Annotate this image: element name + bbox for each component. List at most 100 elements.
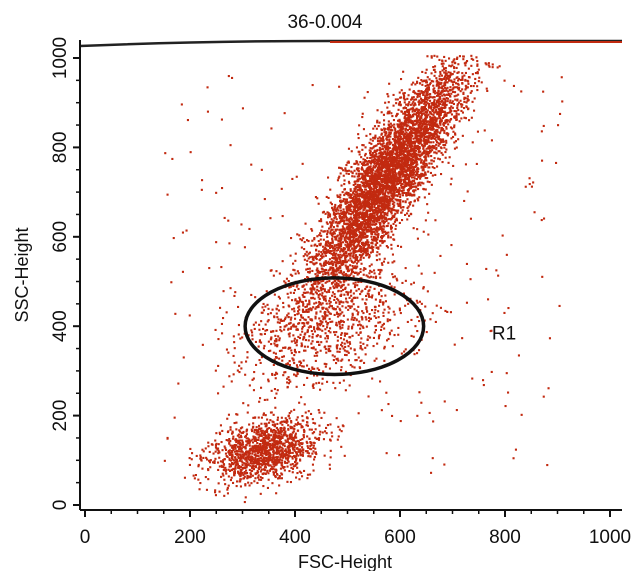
data-point — [368, 254, 371, 257]
data-point — [396, 167, 399, 170]
data-point — [405, 125, 408, 128]
data-point — [374, 187, 377, 190]
data-point — [386, 195, 389, 198]
data-point — [388, 198, 391, 201]
data-point — [422, 122, 425, 125]
data-point — [378, 146, 381, 149]
data-point — [413, 165, 416, 168]
data-point — [372, 127, 375, 130]
data-point — [354, 200, 357, 203]
data-point — [389, 179, 392, 182]
data-point — [367, 197, 370, 200]
data-point — [335, 218, 338, 221]
data-point — [348, 169, 351, 172]
data-point — [340, 245, 343, 248]
data-point — [312, 296, 315, 299]
data-point — [354, 207, 357, 210]
data-point — [453, 147, 456, 150]
data-point — [317, 202, 320, 205]
data-point — [319, 238, 322, 241]
data-point — [358, 184, 361, 187]
data-point — [329, 287, 332, 290]
data-point — [380, 132, 383, 135]
data-point — [418, 196, 421, 199]
data-point — [299, 298, 302, 301]
data-point — [412, 155, 415, 158]
data-point — [382, 221, 385, 224]
data-point — [394, 143, 397, 146]
data-point — [385, 199, 388, 202]
data-point — [397, 198, 400, 201]
data-point — [409, 121, 412, 124]
data-point — [450, 118, 453, 121]
data-point — [390, 112, 393, 115]
data-point — [317, 240, 320, 243]
data-point — [410, 183, 413, 186]
data-point — [411, 158, 414, 161]
data-point — [371, 208, 374, 211]
data-point — [354, 204, 357, 207]
data-point — [355, 212, 358, 215]
data-point — [338, 231, 341, 234]
data-point — [397, 108, 400, 111]
data-point — [414, 189, 417, 192]
data-point — [467, 82, 470, 85]
data-point — [316, 324, 319, 327]
data-point — [340, 271, 343, 274]
data-point — [447, 161, 450, 164]
data-point — [397, 123, 400, 126]
data-point — [457, 79, 460, 82]
data-point — [447, 123, 450, 126]
data-point — [440, 81, 443, 84]
data-point — [375, 175, 378, 178]
data-point — [433, 87, 436, 90]
data-point — [439, 146, 442, 149]
data-point — [359, 256, 362, 259]
data-point — [398, 145, 401, 148]
data-point — [424, 141, 427, 144]
data-point — [423, 174, 426, 177]
data-point — [391, 207, 394, 210]
data-point — [388, 152, 391, 155]
data-point — [413, 154, 416, 157]
data-point — [356, 219, 359, 222]
data-point — [390, 141, 393, 144]
data-point — [356, 175, 359, 178]
data-point — [394, 153, 397, 156]
data-point — [411, 113, 414, 116]
data-point — [394, 175, 397, 178]
data-point — [399, 201, 402, 204]
data-point — [387, 95, 390, 98]
data-point — [487, 64, 490, 67]
data-point — [440, 151, 443, 154]
data-point — [373, 150, 376, 153]
data-point — [419, 82, 422, 85]
data-point — [423, 134, 426, 137]
data-point — [376, 215, 379, 218]
data-point — [366, 197, 369, 200]
data-point — [364, 177, 367, 180]
data-point — [429, 115, 432, 118]
data-point — [405, 175, 408, 178]
data-point — [356, 258, 359, 261]
data-point — [377, 218, 380, 221]
data-point — [377, 189, 380, 192]
data-point — [394, 142, 397, 145]
data-point — [358, 245, 361, 248]
data-point — [452, 83, 455, 86]
data-point — [311, 286, 314, 289]
data-point — [347, 161, 350, 164]
data-point — [389, 188, 392, 191]
data-point — [400, 160, 403, 163]
data-point — [362, 178, 365, 181]
data-point — [429, 171, 432, 174]
data-point — [364, 244, 367, 247]
data-point — [373, 156, 376, 159]
data-point — [313, 302, 316, 305]
data-point — [410, 132, 413, 135]
data-point — [438, 81, 441, 84]
data-point — [388, 158, 391, 161]
data-point — [357, 237, 360, 240]
data-point — [341, 254, 344, 257]
